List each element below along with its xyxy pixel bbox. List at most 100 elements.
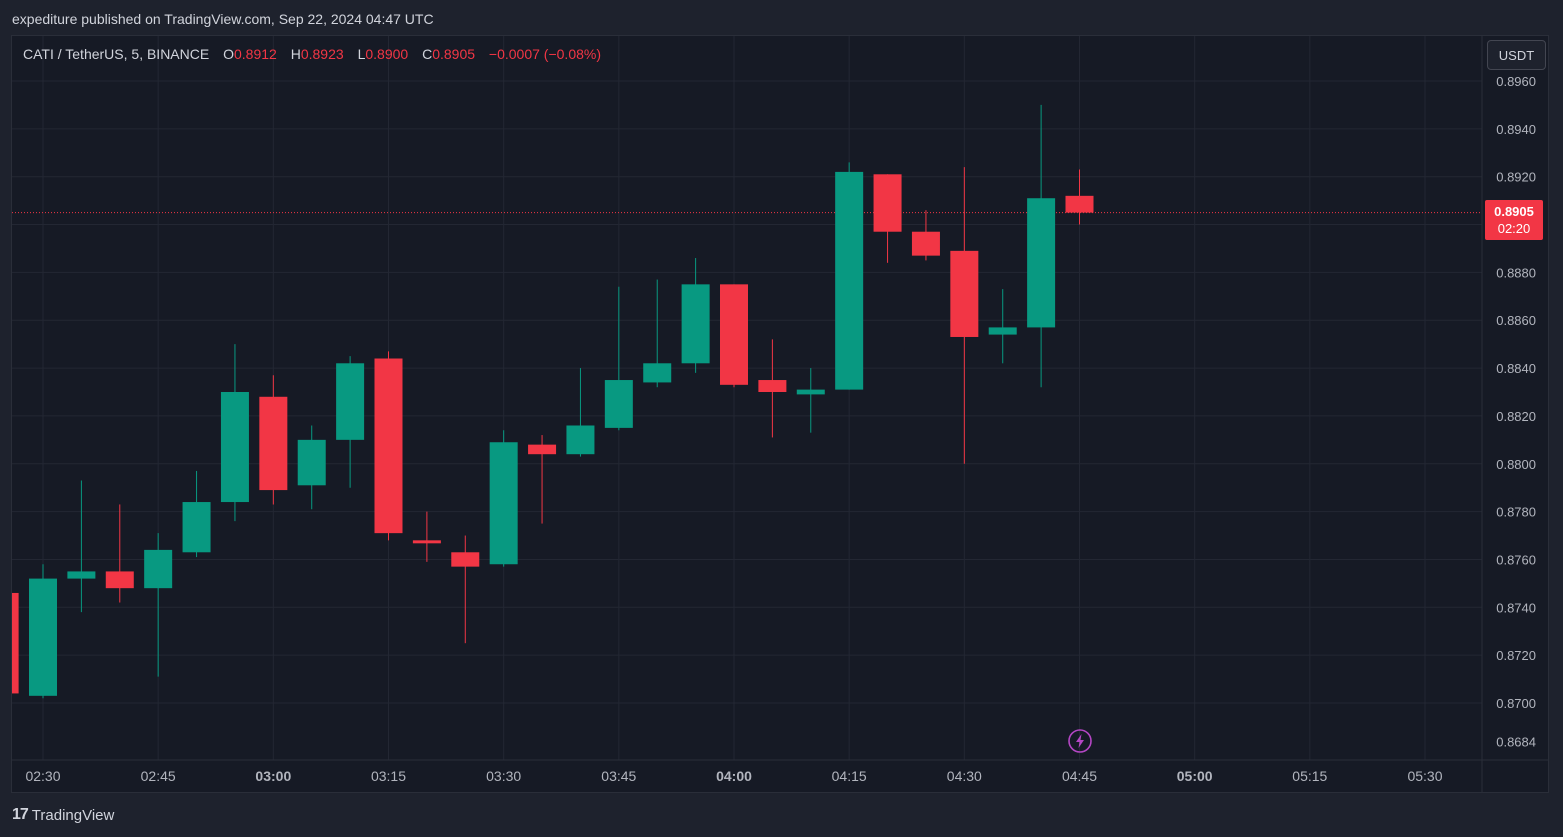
candles	[12, 104, 1094, 699]
y-tick-label: 0.8800	[1496, 457, 1536, 472]
y-tick-label: 0.8840	[1496, 361, 1536, 376]
candle	[182, 470, 211, 558]
candle-body	[105, 571, 134, 589]
last-price-badge: 0.8905 02:20	[1485, 200, 1543, 240]
x-tick-label: 04:00	[716, 768, 752, 784]
candle-body	[566, 425, 595, 455]
candle-body	[374, 358, 403, 534]
candle	[144, 533, 173, 677]
candle-body	[451, 552, 480, 567]
candle	[1027, 104, 1056, 388]
candle-body	[220, 392, 249, 503]
candle-body	[12, 592, 19, 694]
candle	[105, 504, 134, 603]
tradingview-mark-icon: 17	[12, 806, 29, 823]
candle	[911, 210, 940, 261]
candle	[1065, 169, 1094, 225]
open-label: O	[223, 46, 234, 62]
candle	[758, 339, 787, 438]
candle-body	[528, 444, 557, 455]
y-tick-label: 0.8820	[1496, 409, 1536, 424]
ohlc-legend: CATI / TetherUS, 5, BINANCE O0.8912 H0.8…	[23, 46, 601, 62]
x-tick-label: 05:30	[1407, 768, 1442, 784]
candle	[720, 284, 748, 388]
candle	[374, 351, 403, 541]
x-tick-label: 02:45	[141, 768, 176, 784]
high-value: 0.8923	[300, 46, 344, 62]
publish-text: expediture published on TradingView.com,…	[12, 11, 434, 27]
candle	[988, 289, 1017, 364]
brand-name: TradingView	[31, 806, 115, 824]
candle-body	[604, 380, 633, 428]
x-tick-label: 04:30	[947, 768, 982, 784]
candle	[489, 430, 518, 567]
candle-body	[643, 363, 672, 383]
candle-body	[29, 578, 57, 696]
y-tick-label: 0.8740	[1496, 600, 1536, 615]
candle	[950, 167, 979, 464]
candle-body	[911, 231, 940, 256]
bar-countdown: 02:20	[1497, 221, 1531, 236]
candle	[566, 368, 595, 457]
y-tick-label: 0.8720	[1496, 648, 1536, 663]
tradingview-logo[interactable]: 17 TradingView	[12, 806, 114, 824]
candle-body	[796, 389, 825, 395]
y-tick-label: 0.8760	[1496, 552, 1536, 567]
candle	[835, 162, 864, 390]
x-tick-label: 04:15	[832, 768, 867, 784]
y-tick-label: 0.8940	[1496, 122, 1536, 137]
candle-body	[758, 380, 787, 392]
low-label: L	[357, 46, 366, 62]
lightning-icon[interactable]	[1068, 729, 1092, 753]
candle-body	[489, 442, 518, 565]
candle-body	[988, 327, 1017, 335]
candle-body	[297, 439, 326, 486]
x-tick-label: 03:15	[371, 768, 406, 784]
candle	[297, 425, 326, 510]
candle	[412, 511, 441, 562]
candle	[604, 286, 633, 431]
y-tick-label: 0.8860	[1496, 313, 1536, 328]
publish-header: expediture published on TradingView.com,…	[0, 0, 1563, 36]
x-tick-label: 03:00	[255, 768, 291, 784]
last-price-value: 0.8905	[1494, 204, 1534, 219]
y-tick-label: 0.8700	[1496, 696, 1536, 711]
candle-body	[67, 571, 96, 579]
candle-body	[681, 284, 710, 364]
x-tick-label: 05:15	[1292, 768, 1327, 784]
candle-body	[182, 502, 211, 553]
close-value: 0.8905	[432, 46, 476, 62]
open-value: 0.8912	[234, 46, 277, 62]
x-tick-label: 03:45	[601, 768, 636, 784]
candle-body	[950, 250, 979, 337]
y-tick-label: 0.8880	[1496, 265, 1536, 280]
y-tick-label: 0.8780	[1496, 505, 1536, 520]
candle	[873, 174, 902, 263]
candle	[12, 592, 19, 694]
x-tick-label: 04:45	[1062, 768, 1097, 784]
x-tick-label: 02:30	[25, 768, 60, 784]
y-tick-label: 0.8960	[1496, 74, 1536, 89]
candle-body	[1065, 195, 1094, 213]
candle-body	[835, 171, 864, 390]
candle	[451, 535, 480, 644]
candle	[259, 375, 288, 505]
candle-body	[873, 174, 902, 232]
symbol-label[interactable]: CATI / TetherUS, 5, BINANCE	[23, 46, 210, 62]
candle	[336, 356, 365, 488]
candle-body	[720, 284, 748, 385]
y-tick-label: 0.8920	[1496, 170, 1536, 185]
close-label: C	[422, 46, 433, 62]
currency-button[interactable]: USDT	[1487, 40, 1546, 70]
candle	[220, 344, 249, 522]
candle-body	[259, 396, 288, 491]
candle-body	[412, 540, 441, 544]
candle-body	[144, 549, 173, 589]
candle	[29, 564, 57, 699]
candle	[643, 279, 672, 388]
x-tick-label: 03:30	[486, 768, 521, 784]
candle	[681, 258, 710, 373]
high-label: H	[290, 46, 301, 62]
change-value: −0.0007 (−0.08%)	[488, 46, 602, 62]
